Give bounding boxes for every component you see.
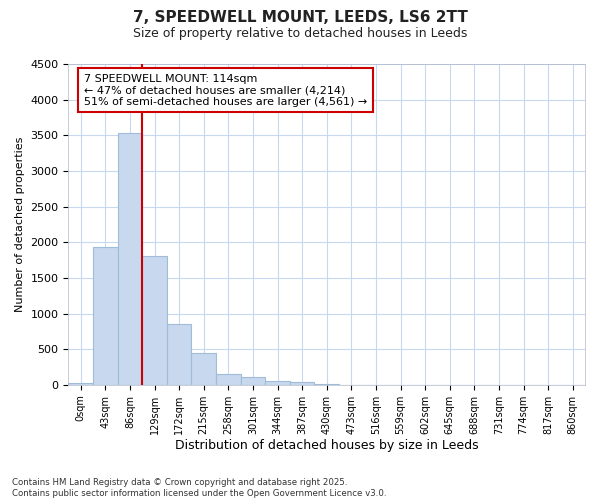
Text: 7 SPEEDWELL MOUNT: 114sqm
← 47% of detached houses are smaller (4,214)
51% of se: 7 SPEEDWELL MOUNT: 114sqm ← 47% of detac… (84, 74, 367, 107)
X-axis label: Distribution of detached houses by size in Leeds: Distribution of detached houses by size … (175, 440, 479, 452)
Bar (93, 246, 118, 385)
Bar (191, 353, 216, 385)
Bar (216, 374, 241, 385)
Text: Size of property relative to detached houses in Leeds: Size of property relative to detached ho… (133, 28, 467, 40)
Bar (290, 382, 314, 385)
Bar (68, 382, 93, 385)
Text: 7, SPEEDWELL MOUNT, LEEDS, LS6 2TT: 7, SPEEDWELL MOUNT, LEEDS, LS6 2TT (133, 10, 467, 25)
Bar (118, 133, 142, 385)
Bar (167, 324, 191, 385)
Bar (265, 380, 290, 385)
Bar (241, 378, 265, 385)
Bar (142, 256, 167, 385)
Text: Contains HM Land Registry data © Crown copyright and database right 2025.
Contai: Contains HM Land Registry data © Crown c… (12, 478, 386, 498)
Y-axis label: Number of detached properties: Number of detached properties (15, 136, 25, 312)
